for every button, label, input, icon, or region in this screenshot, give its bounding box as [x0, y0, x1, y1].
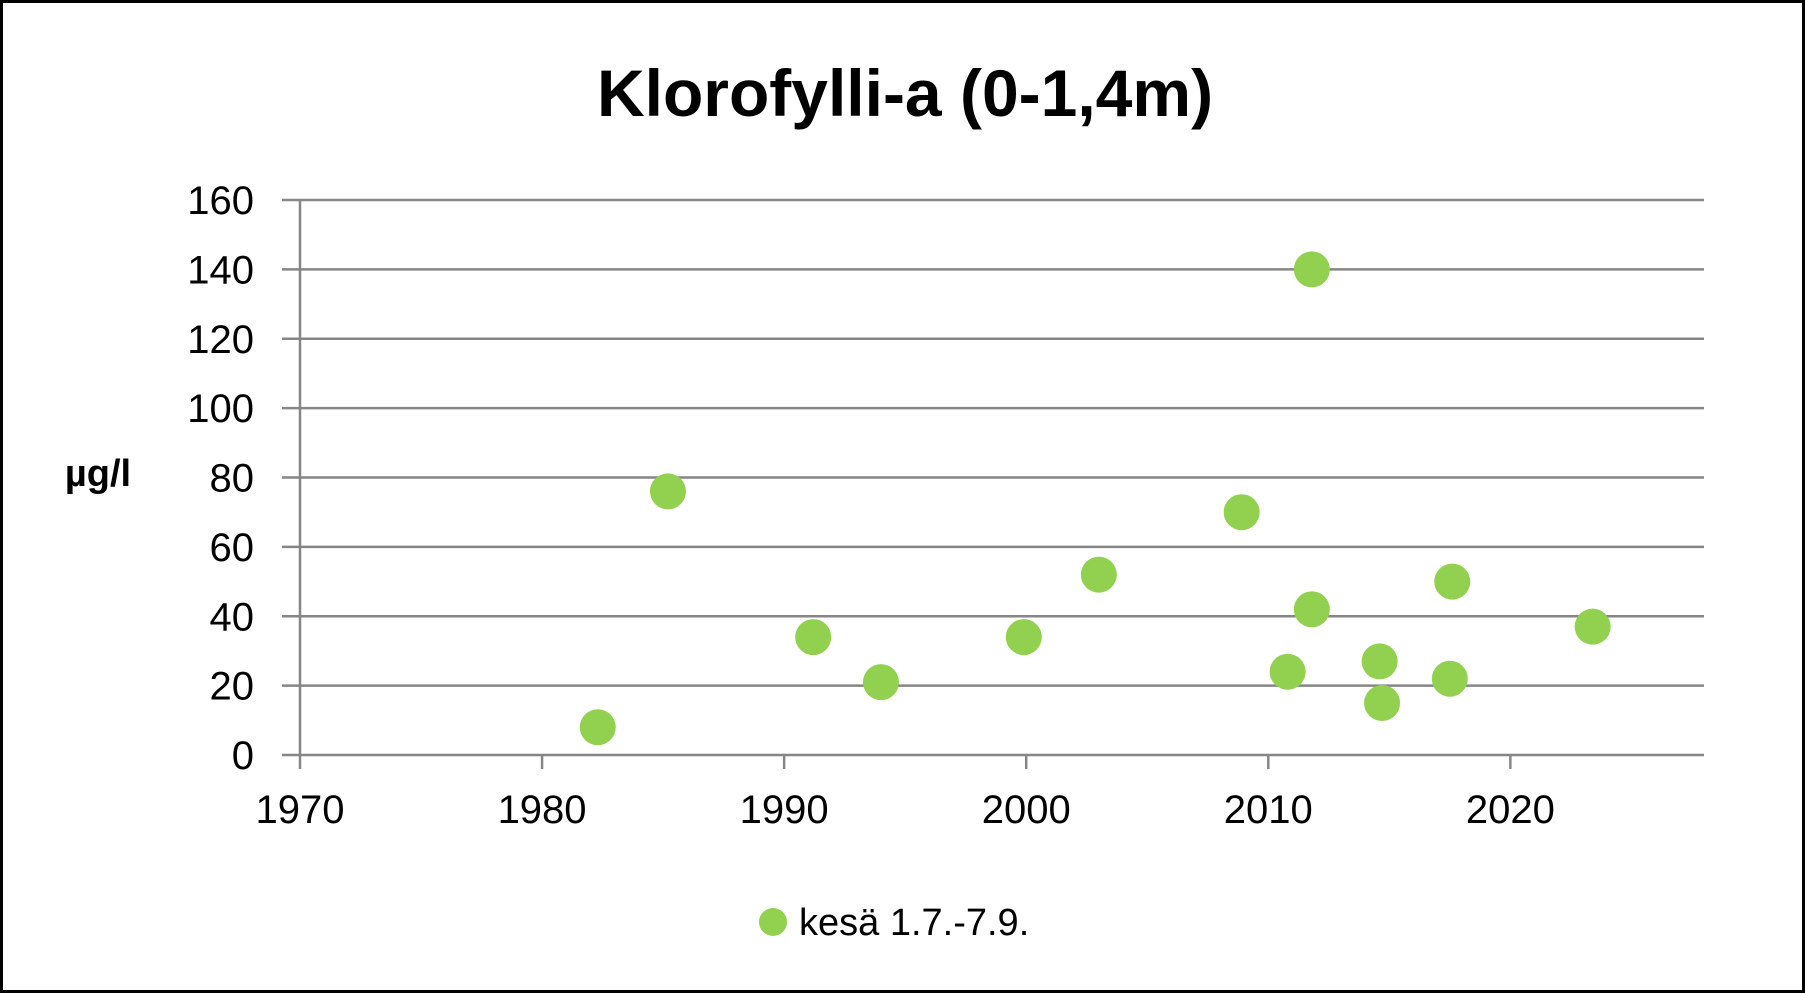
y-tick-label-60: 60 [210, 526, 255, 570]
legend-label: kesä 1.7.-7.9. [799, 902, 1029, 944]
data-point-0-0 [579, 709, 616, 746]
scatter-chart: Klorofylli-a (0-1,4m) µg/l 0 20 40 60 80 100 1… [65, 56, 1704, 944]
tick-labels: 0 20 40 60 80 100 120 140 160 1970 1980 1990 2000 201… [187, 179, 1555, 832]
y-tick-label-100: 100 [187, 387, 254, 431]
y-axis-label: µg/l [65, 453, 131, 495]
y-tick-label-120: 120 [187, 318, 254, 362]
data-points [579, 251, 1611, 746]
x-tick-label-1990: 1990 [740, 788, 829, 832]
x-tick-label-1970: 1970 [256, 788, 345, 832]
y-tick-label-160: 160 [187, 179, 254, 223]
y-tick-label-0: 0 [232, 734, 254, 778]
data-point-0-4 [1005, 619, 1042, 656]
data-point-0-9 [1293, 591, 1330, 628]
legend-marker [759, 908, 787, 936]
data-point-0-14 [1574, 608, 1611, 645]
data-point-0-8 [1293, 251, 1330, 288]
data-point-0-1 [649, 473, 686, 510]
data-point-0-3 [862, 664, 899, 701]
data-point-0-2 [795, 619, 832, 656]
y-tick-label-20: 20 [210, 665, 255, 709]
data-point-0-12 [1431, 660, 1468, 697]
x-tick-label-2010: 2010 [1224, 788, 1313, 832]
data-point-0-7 [1269, 653, 1306, 690]
gridlines [300, 198, 1704, 687]
data-point-0-13 [1434, 563, 1471, 600]
y-tick-label-40: 40 [210, 595, 255, 639]
axes [282, 198, 1704, 769]
data-point-0-5 [1080, 556, 1117, 593]
y-tick-label-140: 140 [187, 248, 254, 292]
data-point-0-10 [1361, 643, 1398, 680]
legend: kesä 1.7.-7.9. [759, 902, 1029, 944]
chart-title: Klorofylli-a (0-1,4m) [597, 56, 1213, 130]
x-tick-label-1980: 1980 [498, 788, 587, 832]
y-tick-label-80: 80 [210, 457, 255, 501]
data-point-0-6 [1223, 494, 1260, 531]
x-tick-label-2000: 2000 [982, 788, 1071, 832]
x-tick-label-2020: 2020 [1466, 788, 1555, 832]
data-point-0-11 [1364, 684, 1401, 721]
